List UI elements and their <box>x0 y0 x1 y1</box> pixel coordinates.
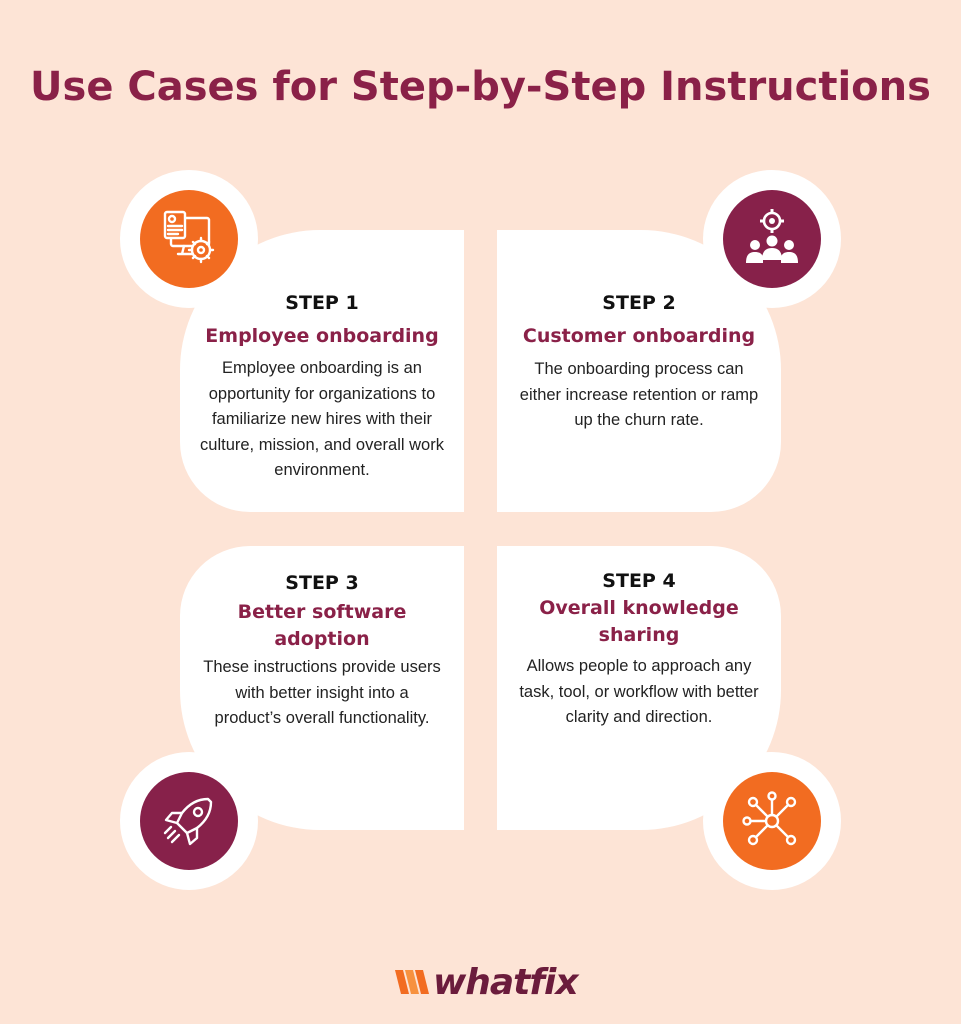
step-3-icon-disc <box>140 772 238 870</box>
employee-profile-computer-icon <box>163 210 215 264</box>
whatfix-logo: whatfix <box>395 960 579 1004</box>
whatfix-mark-icon <box>395 970 429 994</box>
step-description: Allows people to approach any task, tool… <box>519 657 759 726</box>
step-description: These instructions provide users with be… <box>203 658 441 727</box>
step-description: Employee onboarding is an opportunity fo… <box>200 359 444 479</box>
page-title: Use Cases for Step-by-Step Instructions <box>30 64 931 110</box>
step-heading: Better software adoption <box>237 601 407 650</box>
step-heading: Employee onboarding <box>205 325 439 347</box>
step-heading: Overall knowledge sharing <box>539 597 739 646</box>
step-label: STEP 2 <box>602 292 676 314</box>
network-nodes-icon <box>742 791 797 846</box>
step-heading: Customer onboarding <box>522 325 756 347</box>
step-4-icon-disc <box>723 772 821 870</box>
step-label: STEP 4 <box>602 570 676 592</box>
step-label: STEP 1 <box>285 292 359 314</box>
step-1-icon-ring <box>120 170 258 308</box>
step-2-icon-ring <box>703 170 841 308</box>
step-label: STEP 3 <box>285 572 359 594</box>
step-2-icon-disc <box>723 190 821 288</box>
step-1-icon-disc <box>140 190 238 288</box>
rocket-icon <box>163 797 213 846</box>
step-3-icon-ring <box>120 752 258 890</box>
step-card-4: STEP 4 Overall knowledge sharing Allows … <box>497 546 781 830</box>
step-4-icon-ring <box>703 752 841 890</box>
team-gear-icon <box>746 209 798 263</box>
step-description: The onboarding process can either increa… <box>519 360 759 429</box>
step-card-1: STEP 1 Employee onboarding Employee onbo… <box>180 230 464 512</box>
logo-wordmark: whatfix <box>433 961 579 1003</box>
